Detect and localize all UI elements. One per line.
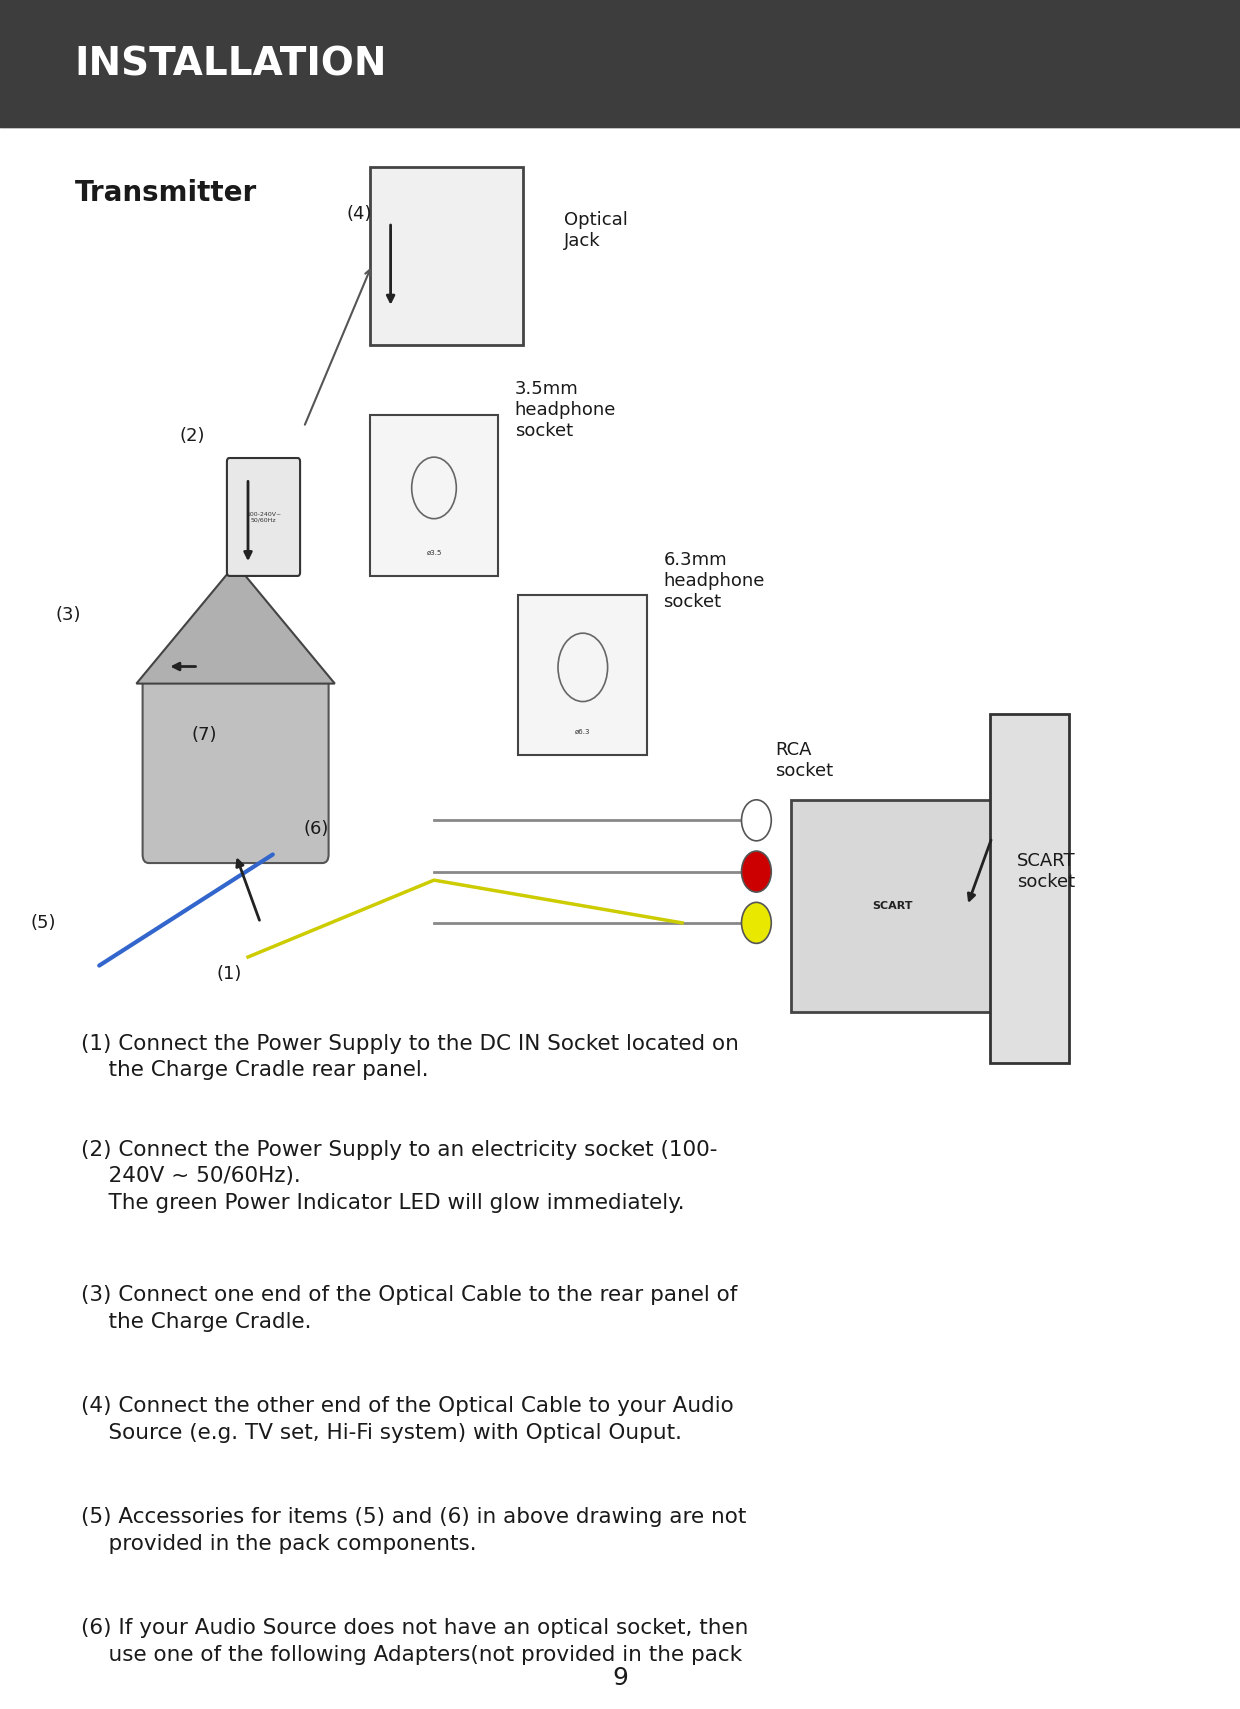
- Text: 3.5mm
headphone
socket: 3.5mm headphone socket: [515, 381, 616, 439]
- Text: (1) Connect the Power Supply to the DC IN Socket located on
    the Charge Cradl: (1) Connect the Power Supply to the DC I…: [81, 1034, 739, 1080]
- Text: (2): (2): [179, 427, 205, 444]
- FancyBboxPatch shape: [791, 800, 994, 1012]
- Polygon shape: [136, 564, 335, 684]
- Text: (7): (7): [191, 726, 217, 743]
- Circle shape: [742, 800, 771, 841]
- Text: SCART
socket: SCART socket: [1017, 853, 1075, 890]
- Text: 100-240V~
50/60Hz: 100-240V~ 50/60Hz: [246, 511, 281, 523]
- Text: (3) Connect one end of the Optical Cable to the rear panel of
    the Charge Cra: (3) Connect one end of the Optical Cable…: [81, 1285, 737, 1331]
- FancyBboxPatch shape: [227, 458, 300, 576]
- Text: 9: 9: [613, 1666, 627, 1690]
- Text: (2) Connect the Power Supply to an electricity socket (100-
    240V ~ 50/60Hz).: (2) Connect the Power Supply to an elect…: [81, 1140, 717, 1213]
- FancyBboxPatch shape: [0, 0, 1240, 128]
- Text: (3): (3): [55, 607, 81, 624]
- FancyBboxPatch shape: [990, 714, 1069, 1063]
- Text: (1): (1): [217, 966, 242, 983]
- Text: (4) Connect the other end of the Optical Cable to your Audio
    Source (e.g. TV: (4) Connect the other end of the Optical…: [81, 1396, 733, 1442]
- Circle shape: [742, 902, 771, 943]
- Text: (5) Accessories for items (5) and (6) in above drawing are not
    provided in t: (5) Accessories for items (5) and (6) in…: [81, 1507, 746, 1553]
- Text: 6.3mm
headphone
socket: 6.3mm headphone socket: [663, 552, 765, 610]
- Text: ø3.5: ø3.5: [427, 549, 441, 555]
- Text: (5): (5): [30, 914, 56, 931]
- Text: (6) If your Audio Source does not have an optical socket, then
    use one of th: (6) If your Audio Source does not have a…: [81, 1618, 748, 1665]
- FancyBboxPatch shape: [518, 595, 647, 755]
- Text: ø6.3: ø6.3: [575, 728, 590, 735]
- FancyBboxPatch shape: [370, 415, 498, 576]
- Text: (4): (4): [346, 205, 372, 222]
- Text: INSTALLATION: INSTALLATION: [74, 44, 387, 84]
- Text: SCART: SCART: [873, 901, 913, 911]
- FancyBboxPatch shape: [370, 167, 523, 345]
- Text: Optical
Jack: Optical Jack: [564, 212, 629, 250]
- Text: (6): (6): [304, 820, 329, 837]
- FancyBboxPatch shape: [143, 675, 329, 863]
- Circle shape: [742, 851, 771, 892]
- Text: Transmitter: Transmitter: [74, 179, 257, 207]
- Text: RCA
socket: RCA socket: [775, 742, 833, 779]
